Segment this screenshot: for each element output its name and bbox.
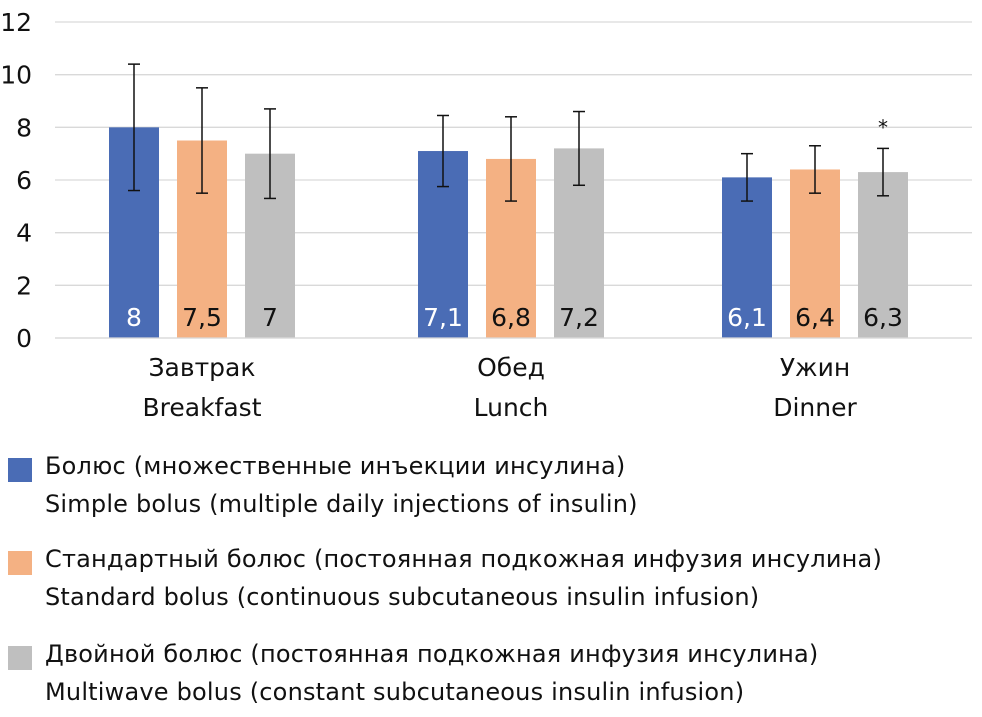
y-tick-label: 0 — [16, 324, 32, 353]
y-tick-label: 2 — [16, 271, 32, 300]
x-tick-label-ru: Обед — [477, 353, 545, 382]
legend-label-en: Simple bolus (multiple daily injections … — [45, 490, 638, 518]
x-tick-label-ru: Ужин — [780, 353, 850, 382]
legend-label-ru: Болюс (множественные инъекции инсулина) — [45, 452, 626, 480]
legend-swatch — [8, 646, 32, 670]
x-tick-label-en: Breakfast — [142, 393, 261, 422]
data-label: 7 — [262, 303, 278, 332]
significance-marker: * — [878, 115, 888, 139]
x-tick-label-en: Lunch — [474, 393, 549, 422]
data-label: 6,4 — [795, 303, 835, 332]
y-tick-label: 10 — [0, 61, 32, 90]
legend-label-en: Multiwave bolus (constant subcutaneous i… — [45, 678, 745, 706]
data-label: 7,5 — [182, 303, 222, 332]
y-tick-label: 6 — [16, 166, 32, 195]
bar — [790, 169, 840, 338]
data-label: 6,8 — [491, 303, 531, 332]
legend-label-ru: Двойной болюс (постоянная подкожная инфу… — [45, 640, 819, 668]
legend-swatch — [8, 551, 32, 575]
x-tick-label-ru: Завтрак — [149, 353, 256, 382]
bar-chart: 0 2 4 6 8 10 12 Завтрак Breakfast Обед Lunch Ужин Di… — [0, 8, 972, 422]
data-label: 7,1 — [423, 303, 463, 332]
legend-label-en: Standard bolus (continuous subcutaneous … — [45, 583, 760, 611]
y-tick-label: 12 — [0, 8, 32, 37]
legend-swatch — [8, 458, 32, 482]
y-tick-label: 8 — [16, 113, 32, 142]
legend-label-ru: Стандартный болюс (постоянная подкожная … — [45, 545, 883, 573]
data-label: 6,1 — [727, 303, 767, 332]
bar — [858, 172, 908, 338]
x-tick-label-en: Dinner — [773, 393, 857, 422]
bar — [722, 177, 772, 338]
data-label: 6,3 — [863, 303, 903, 332]
data-label: 8 — [126, 303, 142, 332]
data-label: 7,2 — [559, 303, 599, 332]
y-tick-label: 4 — [16, 219, 32, 248]
